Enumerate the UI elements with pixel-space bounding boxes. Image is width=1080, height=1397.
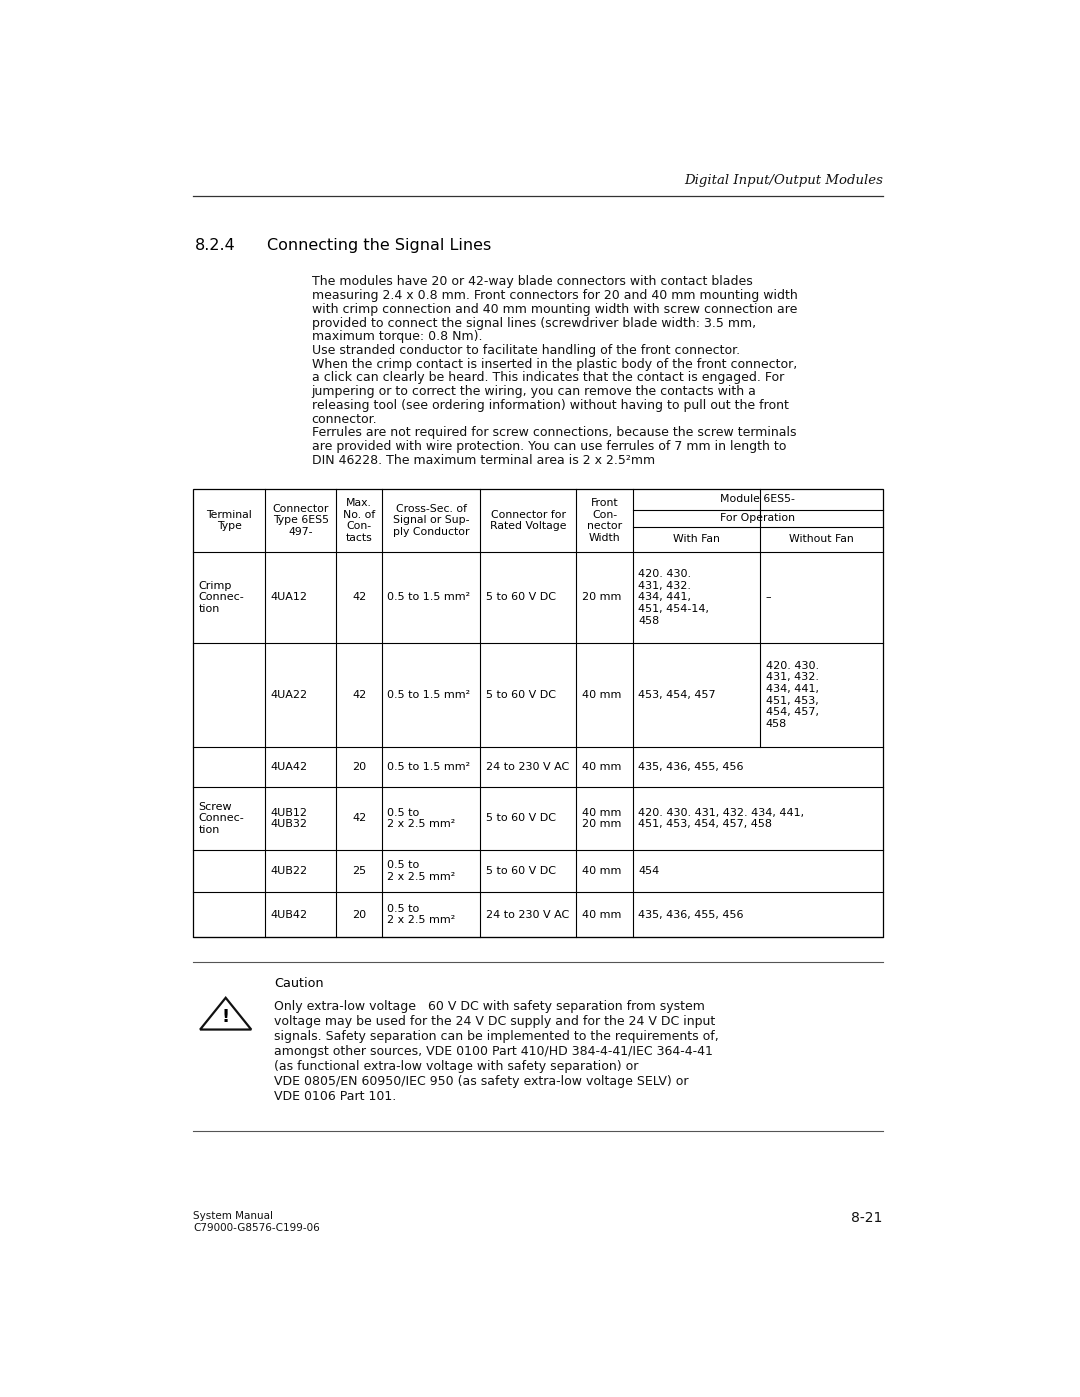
Text: 4UA22: 4UA22	[271, 690, 308, 700]
Text: 435, 436, 455, 456: 435, 436, 455, 456	[638, 761, 744, 773]
Text: 24 to 230 V AC: 24 to 230 V AC	[486, 761, 569, 773]
Text: 42: 42	[352, 690, 366, 700]
Text: VDE 0805/EN 60950/IEC 950 (as safety extra-low voltage SELV) or: VDE 0805/EN 60950/IEC 950 (as safety ext…	[274, 1076, 689, 1088]
Text: When the crimp contact is inserted in the plastic body of the front connector,: When the crimp contact is inserted in th…	[312, 358, 797, 370]
Text: voltage may be used for the 24 V DC supply and for the 24 V DC input: voltage may be used for the 24 V DC supp…	[274, 1016, 716, 1028]
Text: 420. 430. 431, 432. 434, 441,
451, 453, 454, 457, 458: 420. 430. 431, 432. 434, 441, 451, 453, …	[638, 807, 805, 830]
Text: maximum torque: 0.8 Nm).: maximum torque: 0.8 Nm).	[312, 330, 482, 344]
Text: –: –	[766, 592, 771, 602]
Text: releasing tool (see ordering information) without having to pull out the front: releasing tool (see ordering information…	[312, 398, 788, 412]
Text: 40 mm: 40 mm	[581, 761, 621, 773]
Text: 8.2.4: 8.2.4	[194, 239, 235, 253]
Text: 20 mm: 20 mm	[581, 592, 621, 602]
Bar	[193, 489, 882, 937]
Text: 8-21: 8-21	[851, 1211, 882, 1225]
Text: 0.5 to 1.5 mm²: 0.5 to 1.5 mm²	[388, 761, 471, 773]
Text: 435, 436, 455, 456: 435, 436, 455, 456	[638, 909, 744, 919]
Text: Connecting the Signal Lines: Connecting the Signal Lines	[267, 239, 491, 253]
Text: The modules have 20 or 42-way blade connectors with contact blades: The modules have 20 or 42-way blade conn…	[312, 275, 753, 288]
Text: 20: 20	[352, 761, 366, 773]
Text: Cross-Sec. of
Signal or Sup-
ply Conductor: Cross-Sec. of Signal or Sup- ply Conduct…	[393, 504, 470, 536]
Text: 42: 42	[352, 592, 366, 602]
Text: Max.
No. of
Con-
tacts: Max. No. of Con- tacts	[343, 499, 375, 543]
Text: Digital Input/Output Modules: Digital Input/Output Modules	[684, 173, 882, 187]
Text: 0.5 to 1.5 mm²: 0.5 to 1.5 mm²	[388, 690, 471, 700]
Text: are provided with wire protection. You can use ferrules of 7 mm in length to: are provided with wire protection. You c…	[312, 440, 786, 453]
Text: Screw
Connec-
tion: Screw Connec- tion	[199, 802, 244, 835]
Text: 0.5 to 1.5 mm²: 0.5 to 1.5 mm²	[388, 592, 471, 602]
Text: Module 6ES5-: Module 6ES5-	[720, 495, 795, 504]
Text: Caution: Caution	[274, 977, 324, 990]
Text: a click can clearly be heard. This indicates that the contact is engaged. For: a click can clearly be heard. This indic…	[312, 372, 784, 384]
Text: DIN 46228. The maximum terminal area is 2 x 2.5²mm: DIN 46228. The maximum terminal area is …	[312, 454, 654, 467]
Text: Ferrules are not required for screw connections, because the screw terminals: Ferrules are not required for screw conn…	[312, 426, 796, 439]
Text: 40 mm
20 mm: 40 mm 20 mm	[581, 807, 621, 830]
Text: 4UB12
4UB32: 4UB12 4UB32	[271, 807, 308, 830]
Text: 453, 454, 457: 453, 454, 457	[638, 690, 716, 700]
Text: VDE 0106 Part 101.: VDE 0106 Part 101.	[274, 1090, 396, 1104]
Text: 4UA12: 4UA12	[271, 592, 308, 602]
Text: 4UA42: 4UA42	[271, 761, 308, 773]
Text: 420. 430.
431, 432.
434, 441,
451, 454-14,
458: 420. 430. 431, 432. 434, 441, 451, 454-1…	[638, 569, 710, 626]
Text: (as functional extra-low voltage with safety separation) or: (as functional extra-low voltage with sa…	[274, 1060, 639, 1073]
Text: 0.5 to
2 x 2.5 mm²: 0.5 to 2 x 2.5 mm²	[388, 861, 456, 882]
Text: provided to connect the signal lines (screwdriver blade width: 3.5 mm,: provided to connect the signal lines (sc…	[312, 317, 756, 330]
Text: amongst other sources, VDE 0100 Part 410/HD 384-4-41/IEC 364-4-41: amongst other sources, VDE 0100 Part 410…	[274, 1045, 714, 1058]
Text: Terminal
Type: Terminal Type	[206, 510, 252, 531]
Text: measuring 2.4 x 0.8 mm. Front connectors for 20 and 40 mm mounting width: measuring 2.4 x 0.8 mm. Front connectors…	[312, 289, 797, 302]
Text: 0.5 to
2 x 2.5 mm²: 0.5 to 2 x 2.5 mm²	[388, 807, 456, 830]
Text: Only extra-low voltage   60 V DC with safety separation from system: Only extra-low voltage 60 V DC with safe…	[274, 1000, 705, 1013]
Text: Front
Con-
nector
Width: Front Con- nector Width	[586, 499, 622, 543]
Text: 25: 25	[352, 866, 366, 876]
Text: connector.: connector.	[312, 412, 377, 426]
Text: Connector
Type 6ES5
497-: Connector Type 6ES5 497-	[272, 504, 329, 536]
Text: 5 to 60 V DC: 5 to 60 V DC	[486, 813, 555, 823]
Text: 40 mm: 40 mm	[581, 909, 621, 919]
Text: jumpering or to correct the wiring, you can remove the contacts with a: jumpering or to correct the wiring, you …	[312, 386, 757, 398]
Text: !: !	[221, 1007, 230, 1025]
Text: 24 to 230 V AC: 24 to 230 V AC	[486, 909, 569, 919]
Text: 420. 430.
431, 432.
434, 441,
451, 453,
454, 457,
458: 420. 430. 431, 432. 434, 441, 451, 453, …	[766, 661, 819, 729]
Text: 0.5 to
2 x 2.5 mm²: 0.5 to 2 x 2.5 mm²	[388, 904, 456, 925]
Text: System Manual
C79000-G8576-C199-06: System Manual C79000-G8576-C199-06	[193, 1211, 320, 1232]
Text: 40 mm: 40 mm	[581, 866, 621, 876]
Text: 42: 42	[352, 813, 366, 823]
Text: 40 mm: 40 mm	[581, 690, 621, 700]
Text: 5 to 60 V DC: 5 to 60 V DC	[486, 592, 555, 602]
Text: Crimp
Connec-
tion: Crimp Connec- tion	[199, 581, 244, 615]
Text: Use stranded conductor to facilitate handling of the front connector.: Use stranded conductor to facilitate han…	[312, 344, 740, 358]
Text: 5 to 60 V DC: 5 to 60 V DC	[486, 690, 555, 700]
Text: 5 to 60 V DC: 5 to 60 V DC	[486, 866, 555, 876]
Text: 4UB22: 4UB22	[271, 866, 308, 876]
Text: signals. Safety separation can be implemented to the requirements of,: signals. Safety separation can be implem…	[274, 1030, 719, 1044]
Text: with crimp connection and 40 mm mounting width with screw connection are: with crimp connection and 40 mm mounting…	[312, 303, 797, 316]
Text: 4UB42: 4UB42	[271, 909, 308, 919]
Text: Without Fan: Without Fan	[789, 535, 854, 545]
Text: With Fan: With Fan	[673, 535, 720, 545]
Text: 454: 454	[638, 866, 660, 876]
Text: For Operation: For Operation	[720, 513, 795, 524]
Text: 20: 20	[352, 909, 366, 919]
Text: Connector for
Rated Voltage: Connector for Rated Voltage	[490, 510, 566, 531]
